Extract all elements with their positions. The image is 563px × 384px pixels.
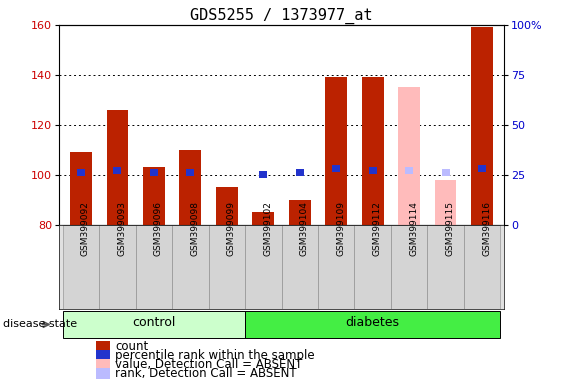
Bar [318, 225, 355, 309]
Bar [99, 225, 136, 309]
Text: percentile rank within the sample: percentile rank within the sample [115, 349, 315, 362]
Bar [325, 78, 347, 225]
Bar [369, 167, 377, 174]
Bar [245, 225, 282, 309]
Bar [62, 225, 99, 309]
Bar [332, 166, 340, 172]
Text: GSM399092: GSM399092 [81, 202, 90, 256]
Bar [143, 167, 165, 225]
Text: GSM399116: GSM399116 [482, 201, 491, 257]
Bar [441, 169, 450, 176]
Bar [70, 152, 92, 225]
Text: rank, Detection Call = ABSENT: rank, Detection Call = ABSENT [115, 367, 297, 380]
Text: GSM399099: GSM399099 [227, 201, 236, 257]
Text: GSM399115: GSM399115 [445, 201, 454, 257]
Bar [150, 169, 158, 176]
Bar [296, 169, 304, 176]
Text: GSM399102: GSM399102 [263, 202, 272, 256]
Bar [471, 28, 493, 225]
Bar [106, 110, 128, 225]
Bar [435, 180, 457, 225]
Bar [245, 311, 501, 338]
Text: GSM399096: GSM399096 [154, 201, 163, 257]
Bar [391, 225, 427, 309]
Bar [136, 225, 172, 309]
Bar [398, 88, 420, 225]
Text: GSM399114: GSM399114 [409, 202, 418, 256]
Bar [216, 187, 238, 225]
Text: control: control [132, 316, 176, 329]
Text: GSM399098: GSM399098 [190, 201, 199, 257]
Text: disease state: disease state [3, 319, 77, 329]
Bar [172, 225, 208, 309]
Title: GDS5255 / 1373977_at: GDS5255 / 1373977_at [190, 7, 373, 23]
Bar [282, 225, 318, 309]
Bar [478, 166, 486, 172]
Text: GSM399109: GSM399109 [336, 201, 345, 257]
Text: GSM399104: GSM399104 [300, 202, 309, 256]
Bar [77, 169, 85, 176]
Bar [259, 171, 267, 178]
Text: GSM399112: GSM399112 [373, 202, 382, 256]
Text: GSM399093: GSM399093 [118, 201, 127, 257]
Bar [355, 225, 391, 309]
Text: value, Detection Call = ABSENT: value, Detection Call = ABSENT [115, 358, 303, 371]
Bar [180, 150, 202, 225]
Bar [62, 311, 245, 338]
Bar [405, 167, 413, 174]
Bar [427, 225, 464, 309]
Bar [252, 212, 274, 225]
Bar [361, 78, 383, 225]
Bar [208, 225, 245, 309]
Text: count: count [115, 340, 149, 353]
Bar [289, 200, 311, 225]
Bar [464, 225, 501, 309]
Bar [113, 167, 122, 174]
Text: diabetes: diabetes [346, 316, 400, 329]
Bar [186, 169, 194, 176]
